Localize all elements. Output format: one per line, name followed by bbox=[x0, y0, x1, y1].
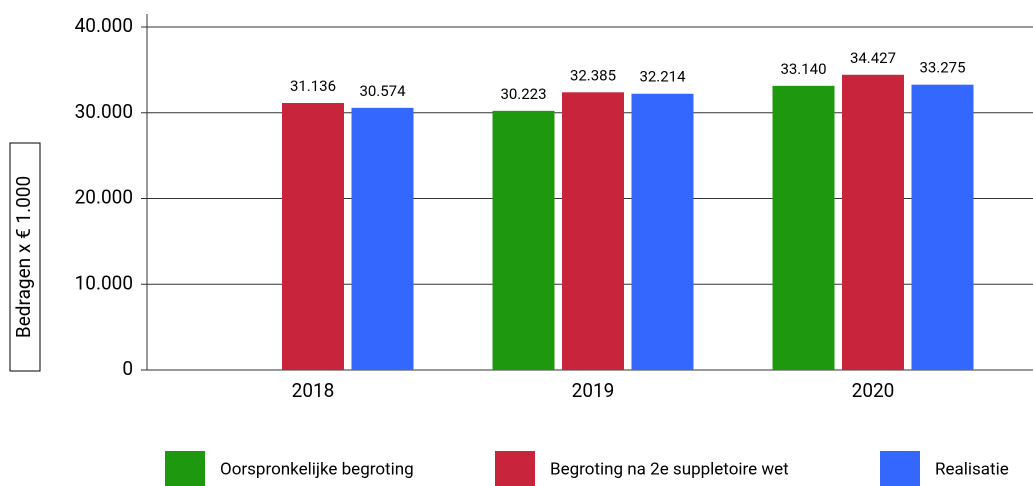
value-label: 31.136 bbox=[290, 77, 336, 95]
bar bbox=[842, 74, 904, 370]
value-label: 32.385 bbox=[570, 66, 616, 84]
bar bbox=[351, 107, 414, 371]
value-label: 30.223 bbox=[500, 85, 546, 103]
legend-swatch bbox=[165, 451, 205, 486]
y-tick-label: 0 bbox=[122, 357, 133, 380]
x-tick-label: 2018 bbox=[292, 379, 335, 402]
x-tick-label: 2020 bbox=[852, 379, 895, 402]
bar bbox=[492, 110, 555, 371]
legend-label: Realisatie bbox=[935, 459, 1009, 479]
value-label: 33.275 bbox=[919, 59, 965, 77]
y-axis-label: Bedragen x € 1.000 bbox=[12, 176, 35, 338]
bar bbox=[562, 92, 624, 371]
y-tick-label: 10.000 bbox=[75, 271, 133, 294]
value-label: 33.140 bbox=[780, 60, 826, 78]
value-label: 30.574 bbox=[359, 82, 406, 100]
legend-swatch bbox=[880, 451, 920, 486]
bar bbox=[772, 85, 835, 371]
bar bbox=[911, 84, 974, 371]
bar bbox=[631, 93, 694, 370]
x-tick-label: 2019 bbox=[572, 379, 615, 402]
bar bbox=[282, 103, 344, 371]
legend-label: Oorspronkelijke begroting bbox=[220, 459, 414, 479]
value-label: 34.427 bbox=[850, 49, 896, 67]
y-label-box bbox=[9, 142, 41, 372]
y-tick-label: 40.000 bbox=[75, 14, 133, 37]
y-tick-label: 30.000 bbox=[75, 100, 133, 123]
legend-swatch bbox=[495, 451, 535, 486]
legend-label: Begroting na 2e suppletoire wet bbox=[550, 459, 789, 479]
value-label: 32.214 bbox=[639, 68, 686, 86]
y-tick-label: 20.000 bbox=[75, 186, 133, 209]
